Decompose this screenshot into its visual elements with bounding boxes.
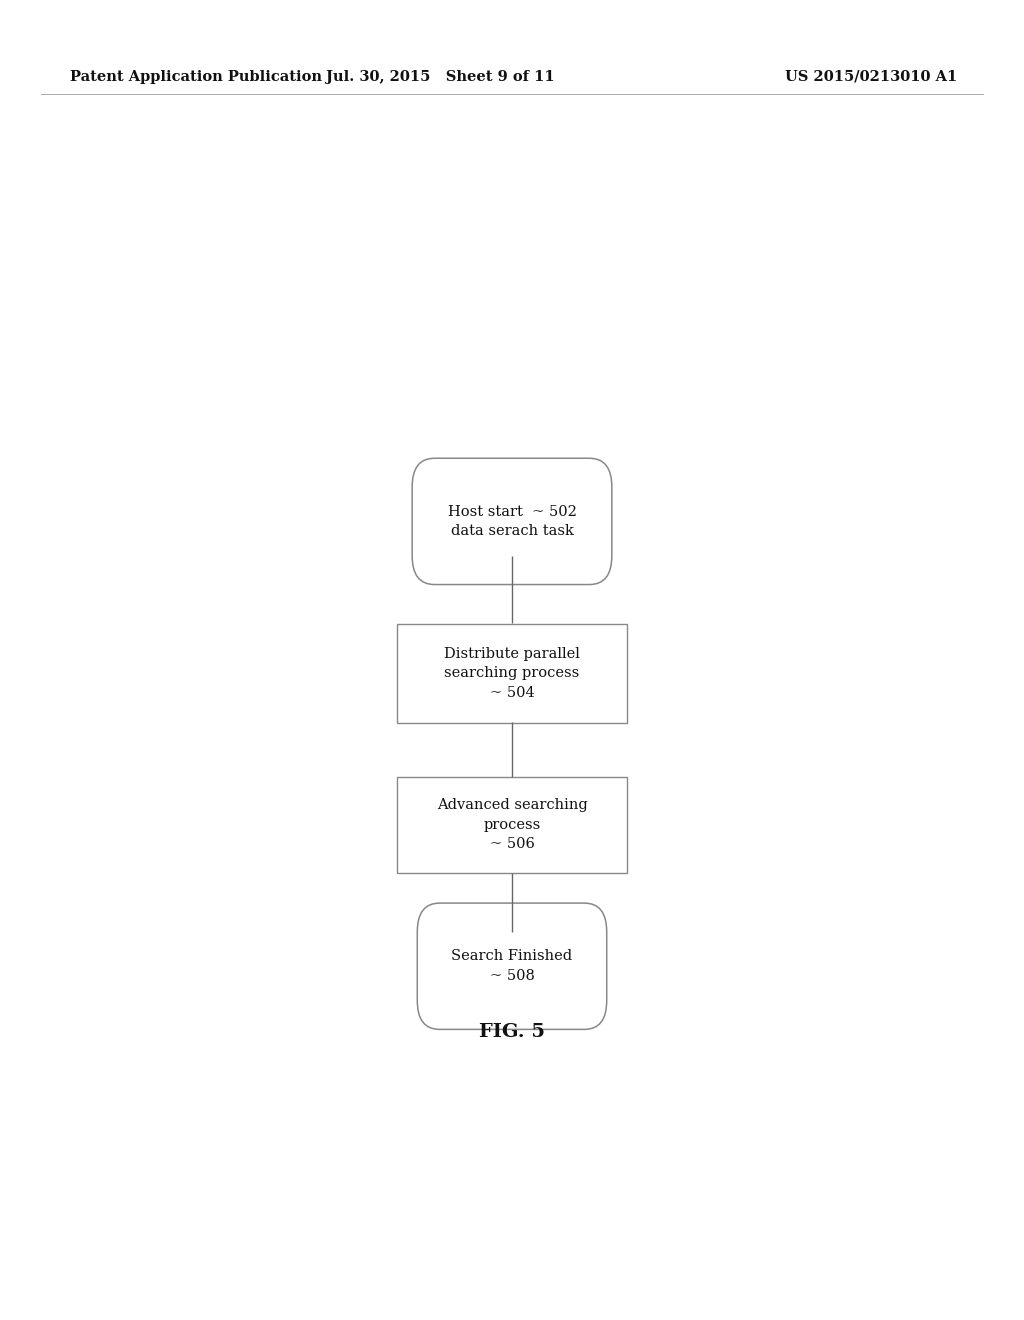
- FancyBboxPatch shape: [418, 903, 606, 1030]
- Text: Search Finished
~ 508: Search Finished ~ 508: [452, 949, 572, 983]
- Text: Advanced searching
process
~ 506: Advanced searching process ~ 506: [436, 799, 588, 851]
- Text: Patent Application Publication: Patent Application Publication: [70, 70, 322, 83]
- Text: Jul. 30, 2015   Sheet 9 of 11: Jul. 30, 2015 Sheet 9 of 11: [326, 70, 555, 83]
- Bar: [397, 777, 627, 873]
- FancyBboxPatch shape: [412, 458, 611, 585]
- Bar: [397, 624, 627, 722]
- Text: Host start  ~ 502
data serach task: Host start ~ 502 data serach task: [447, 504, 577, 539]
- Text: FIG. 5: FIG. 5: [479, 1023, 545, 1041]
- Text: US 2015/0213010 A1: US 2015/0213010 A1: [785, 70, 957, 83]
- Text: Distribute parallel
searching process
~ 504: Distribute parallel searching process ~ …: [444, 647, 580, 700]
